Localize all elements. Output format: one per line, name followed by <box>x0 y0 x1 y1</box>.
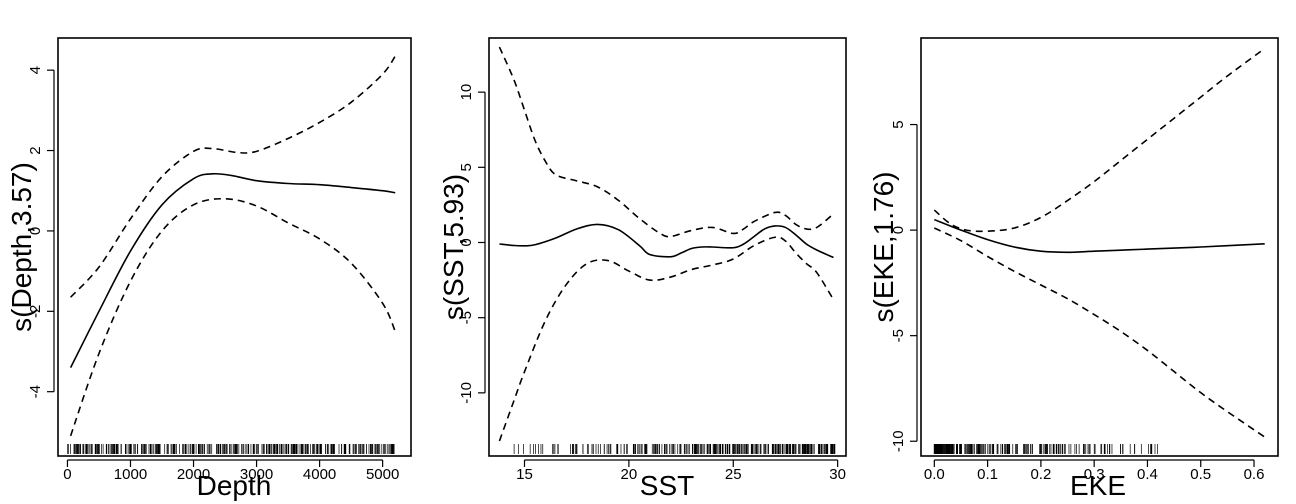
x-axis-title: EKE <box>1070 470 1126 501</box>
y-tick-label: -5 <box>458 311 475 324</box>
x-axis: 15 20 25 30 <box>516 459 846 483</box>
plot-frame <box>57 37 412 457</box>
series-group <box>69 55 396 437</box>
x-tick-label: 5000 <box>366 466 399 483</box>
series-group <box>933 47 1266 438</box>
fit-line <box>69 172 396 368</box>
panel-eke: 0.0 0.1 0.2 0.3 0.4 0.5 0.6 -10 -5 0 5 EKE s(EKE,… <box>868 37 1279 501</box>
x-tick-label: 0.3 <box>1084 466 1105 483</box>
x-tick-label: 0 <box>63 466 71 483</box>
x-tick-label: 0.1 <box>977 466 998 483</box>
plot-frame <box>488 37 847 457</box>
series-group <box>498 46 835 442</box>
x-tick-label: 4000 <box>303 466 336 483</box>
upper-ci-line <box>70 55 396 298</box>
x-tick-label: 2000 <box>177 466 210 483</box>
y-tick-label: 10 <box>458 84 475 101</box>
rug <box>933 444 1158 454</box>
fit-line <box>934 218 1265 254</box>
y-tick-label: -5 <box>890 329 907 342</box>
y-axis: -4 -2 0 2 4 <box>27 66 55 398</box>
x-tick-label: 30 <box>829 466 846 483</box>
x-tick-label: 25 <box>725 466 742 483</box>
y-axis: -10 -5 0 5 10 <box>458 84 486 404</box>
y-tick-label: 2 <box>27 146 44 154</box>
y-axis: -10 -5 0 5 <box>890 120 918 452</box>
x-tick-label: 0.0 <box>924 466 945 483</box>
x-tick-label: 20 <box>621 466 638 483</box>
x-tick-label: 15 <box>516 466 533 483</box>
lower-ci-line <box>498 236 835 442</box>
rug <box>513 444 836 454</box>
y-tick-label: -10 <box>890 430 907 452</box>
y-tick-label: 0 <box>890 226 907 234</box>
x-tick-label: 1000 <box>114 466 147 483</box>
x-tick-label: 0.6 <box>1244 466 1265 483</box>
x-tick-label: 0.2 <box>1030 466 1051 483</box>
x-axis-title: Depth <box>197 470 272 501</box>
x-tick-label: 3000 <box>240 466 273 483</box>
y-tick-label: 5 <box>458 163 475 171</box>
y-tick-label: 4 <box>27 66 44 74</box>
upper-ci-line <box>933 47 1266 233</box>
y-tick-label: 0 <box>27 227 44 235</box>
upper-ci-line <box>498 46 834 238</box>
y-tick-label: -2 <box>27 305 44 318</box>
panel-depth: 0 1000 2000 3000 4000 5000 -4 -2 0 2 4 Depth s(De… <box>6 37 412 501</box>
y-tick-label: -10 <box>458 382 475 404</box>
lower-ci-line <box>933 227 1266 438</box>
y-tick-label: 0 <box>458 238 475 246</box>
x-axis: 0.0 0.1 0.2 0.3 0.4 0.5 0.6 <box>924 459 1265 483</box>
rug <box>67 444 395 454</box>
y-tick-label: -4 <box>27 385 44 398</box>
x-axis: 0 1000 2000 3000 4000 5000 <box>63 459 399 483</box>
fit-line <box>499 223 834 259</box>
y-tick-label: 5 <box>890 120 907 128</box>
x-tick-label: 0.4 <box>1137 466 1158 483</box>
y-axis-title: s(Depth,3.57) <box>6 162 37 332</box>
lower-ci-line <box>69 197 396 437</box>
x-axis-title: SST <box>640 470 694 501</box>
x-tick-label: 0.5 <box>1190 466 1211 483</box>
y-axis-title: s(EKE,1.76) <box>868 172 899 323</box>
y-axis-title: s(SST,5.93) <box>438 174 469 320</box>
plot-frame <box>920 37 1279 457</box>
panel-sst: 15 20 25 30 -10 -5 0 5 10 SST s(SST,5.93) <box>438 37 847 501</box>
